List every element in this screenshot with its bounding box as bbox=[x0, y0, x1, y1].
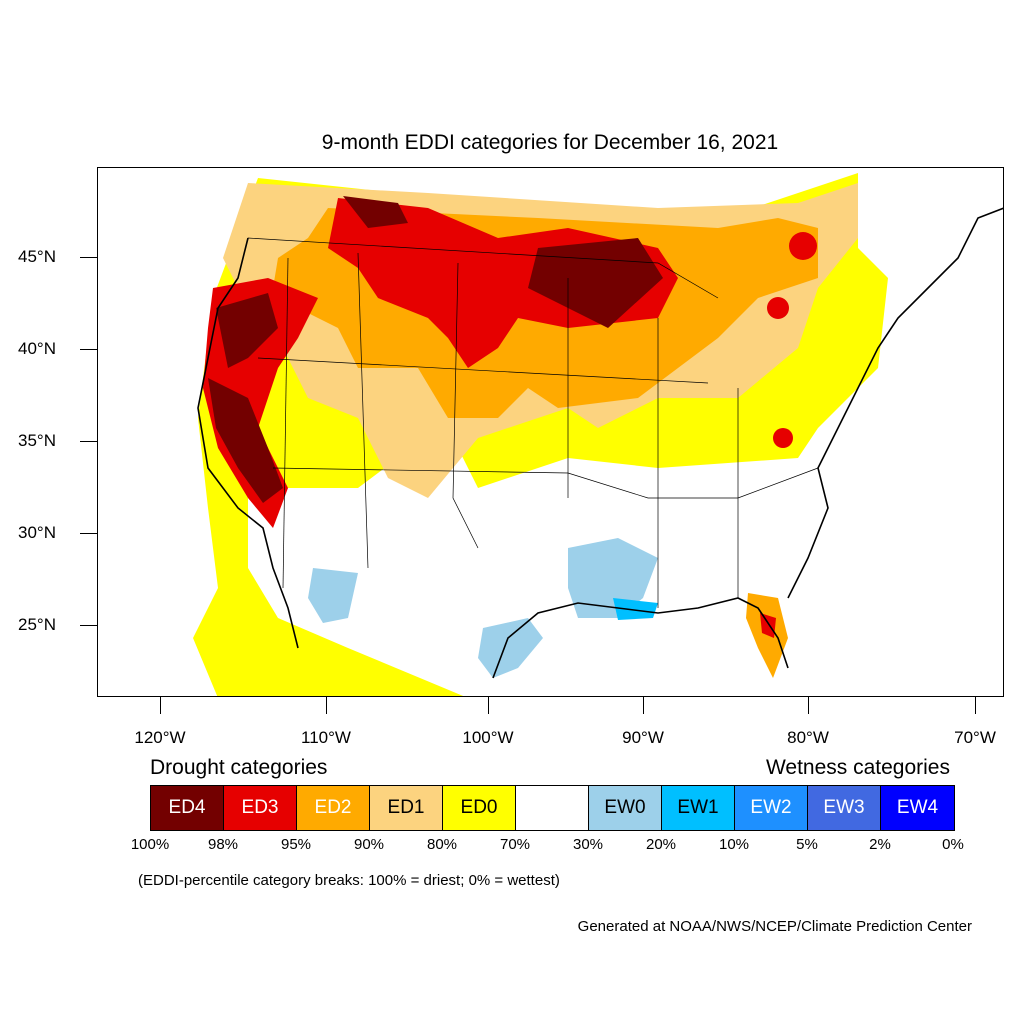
legend-break-label: 90% bbox=[353, 836, 385, 853]
credit-line: Generated at NOAA/NWS/NCEP/Climate Predi… bbox=[577, 918, 972, 935]
category-note: (EDDI-percentile category breaks: 100% =… bbox=[138, 872, 560, 889]
legend-cell-ed0: ED0 bbox=[443, 786, 516, 830]
lat-tick bbox=[80, 533, 97, 534]
state-borders bbox=[247, 237, 819, 608]
coastline bbox=[197, 207, 1003, 679]
region-florida-ed3 bbox=[760, 613, 776, 638]
lat-tick bbox=[80, 625, 97, 626]
region-ed4-west bbox=[216, 293, 278, 368]
lat-label-45: 45°N bbox=[18, 247, 56, 266]
legend-break-label: 5% bbox=[796, 836, 818, 853]
legend-cell-ew0: EW0 bbox=[589, 786, 662, 830]
legend-break-label: 10% bbox=[718, 836, 750, 853]
lon-tick bbox=[975, 697, 976, 714]
lon-tick bbox=[643, 697, 644, 714]
region-se-spot bbox=[773, 428, 793, 448]
legend-cell-ed4: ED4 bbox=[151, 786, 224, 830]
legend-break-label: 98% bbox=[207, 836, 239, 853]
region-ed4-sw bbox=[208, 378, 283, 503]
legend-break-label: 80% bbox=[426, 836, 458, 853]
legend-break-label: 20% bbox=[645, 836, 677, 853]
legend-cell-neutral bbox=[516, 786, 589, 830]
lat-tick bbox=[80, 349, 97, 350]
map-title: 9-month EDDI categories for December 16,… bbox=[321, 131, 779, 154]
wetness-heading: Wetness categories bbox=[765, 756, 950, 779]
legend-cell-ed3: ED3 bbox=[224, 786, 297, 830]
region-ed3-north bbox=[328, 198, 678, 368]
legend-break-label: 0% bbox=[942, 836, 964, 853]
drought-heading: Drought categories bbox=[150, 756, 328, 779]
region-ew0-mexico bbox=[308, 568, 358, 623]
lon-label-90: 90°W bbox=[622, 728, 664, 747]
legend-break-label: 100% bbox=[130, 836, 170, 853]
legend-cell-ew1: EW1 bbox=[662, 786, 735, 830]
lon-tick bbox=[488, 697, 489, 714]
legend-cell-ed2: ED2 bbox=[297, 786, 370, 830]
legend-cell-ew2: EW2 bbox=[735, 786, 808, 830]
lat-tick bbox=[80, 441, 97, 442]
region-ed4-north bbox=[343, 196, 408, 228]
legend-break-label: 2% bbox=[869, 836, 891, 853]
lat-tick bbox=[80, 257, 97, 258]
lon-label-120: 120°W bbox=[134, 728, 186, 747]
region-ew1-coast bbox=[613, 598, 658, 620]
eddi-map bbox=[193, 173, 1003, 696]
lon-tick bbox=[808, 697, 809, 714]
lat-label-30: 30°N bbox=[18, 523, 56, 542]
region-ew0-gulf bbox=[568, 538, 658, 618]
lon-label-110: 110°W bbox=[301, 728, 351, 747]
region-ed4-central bbox=[528, 238, 663, 328]
lon-label-80: 80°W bbox=[787, 728, 829, 747]
lon-tick bbox=[160, 697, 161, 714]
legend-break-label: 95% bbox=[280, 836, 312, 853]
legend-break-label: 70% bbox=[499, 836, 531, 853]
lon-label-100: 100°W bbox=[462, 728, 514, 747]
region-ne-spot-2 bbox=[767, 297, 789, 319]
legend-colorbar: ED4 ED3 ED2 ED1 ED0 EW0 EW1 EW2 EW3 EW4 bbox=[150, 785, 955, 831]
map-panel bbox=[97, 167, 1004, 697]
region-florida bbox=[746, 593, 788, 678]
lat-label-40: 40°N bbox=[18, 339, 56, 358]
legend-break-label: 30% bbox=[572, 836, 604, 853]
lon-tick bbox=[326, 697, 327, 714]
region-ne-spot-1 bbox=[789, 232, 817, 260]
lat-label-35: 35°N bbox=[18, 431, 56, 450]
legend-cell-ew3: EW3 bbox=[808, 786, 881, 830]
lat-label-25: 25°N bbox=[18, 615, 56, 634]
lon-label-70: 70°W bbox=[954, 728, 996, 747]
region-ew0-texas bbox=[478, 618, 543, 678]
legend-cell-ew4: EW4 bbox=[881, 786, 954, 830]
legend-cell-ed1: ED1 bbox=[370, 786, 443, 830]
